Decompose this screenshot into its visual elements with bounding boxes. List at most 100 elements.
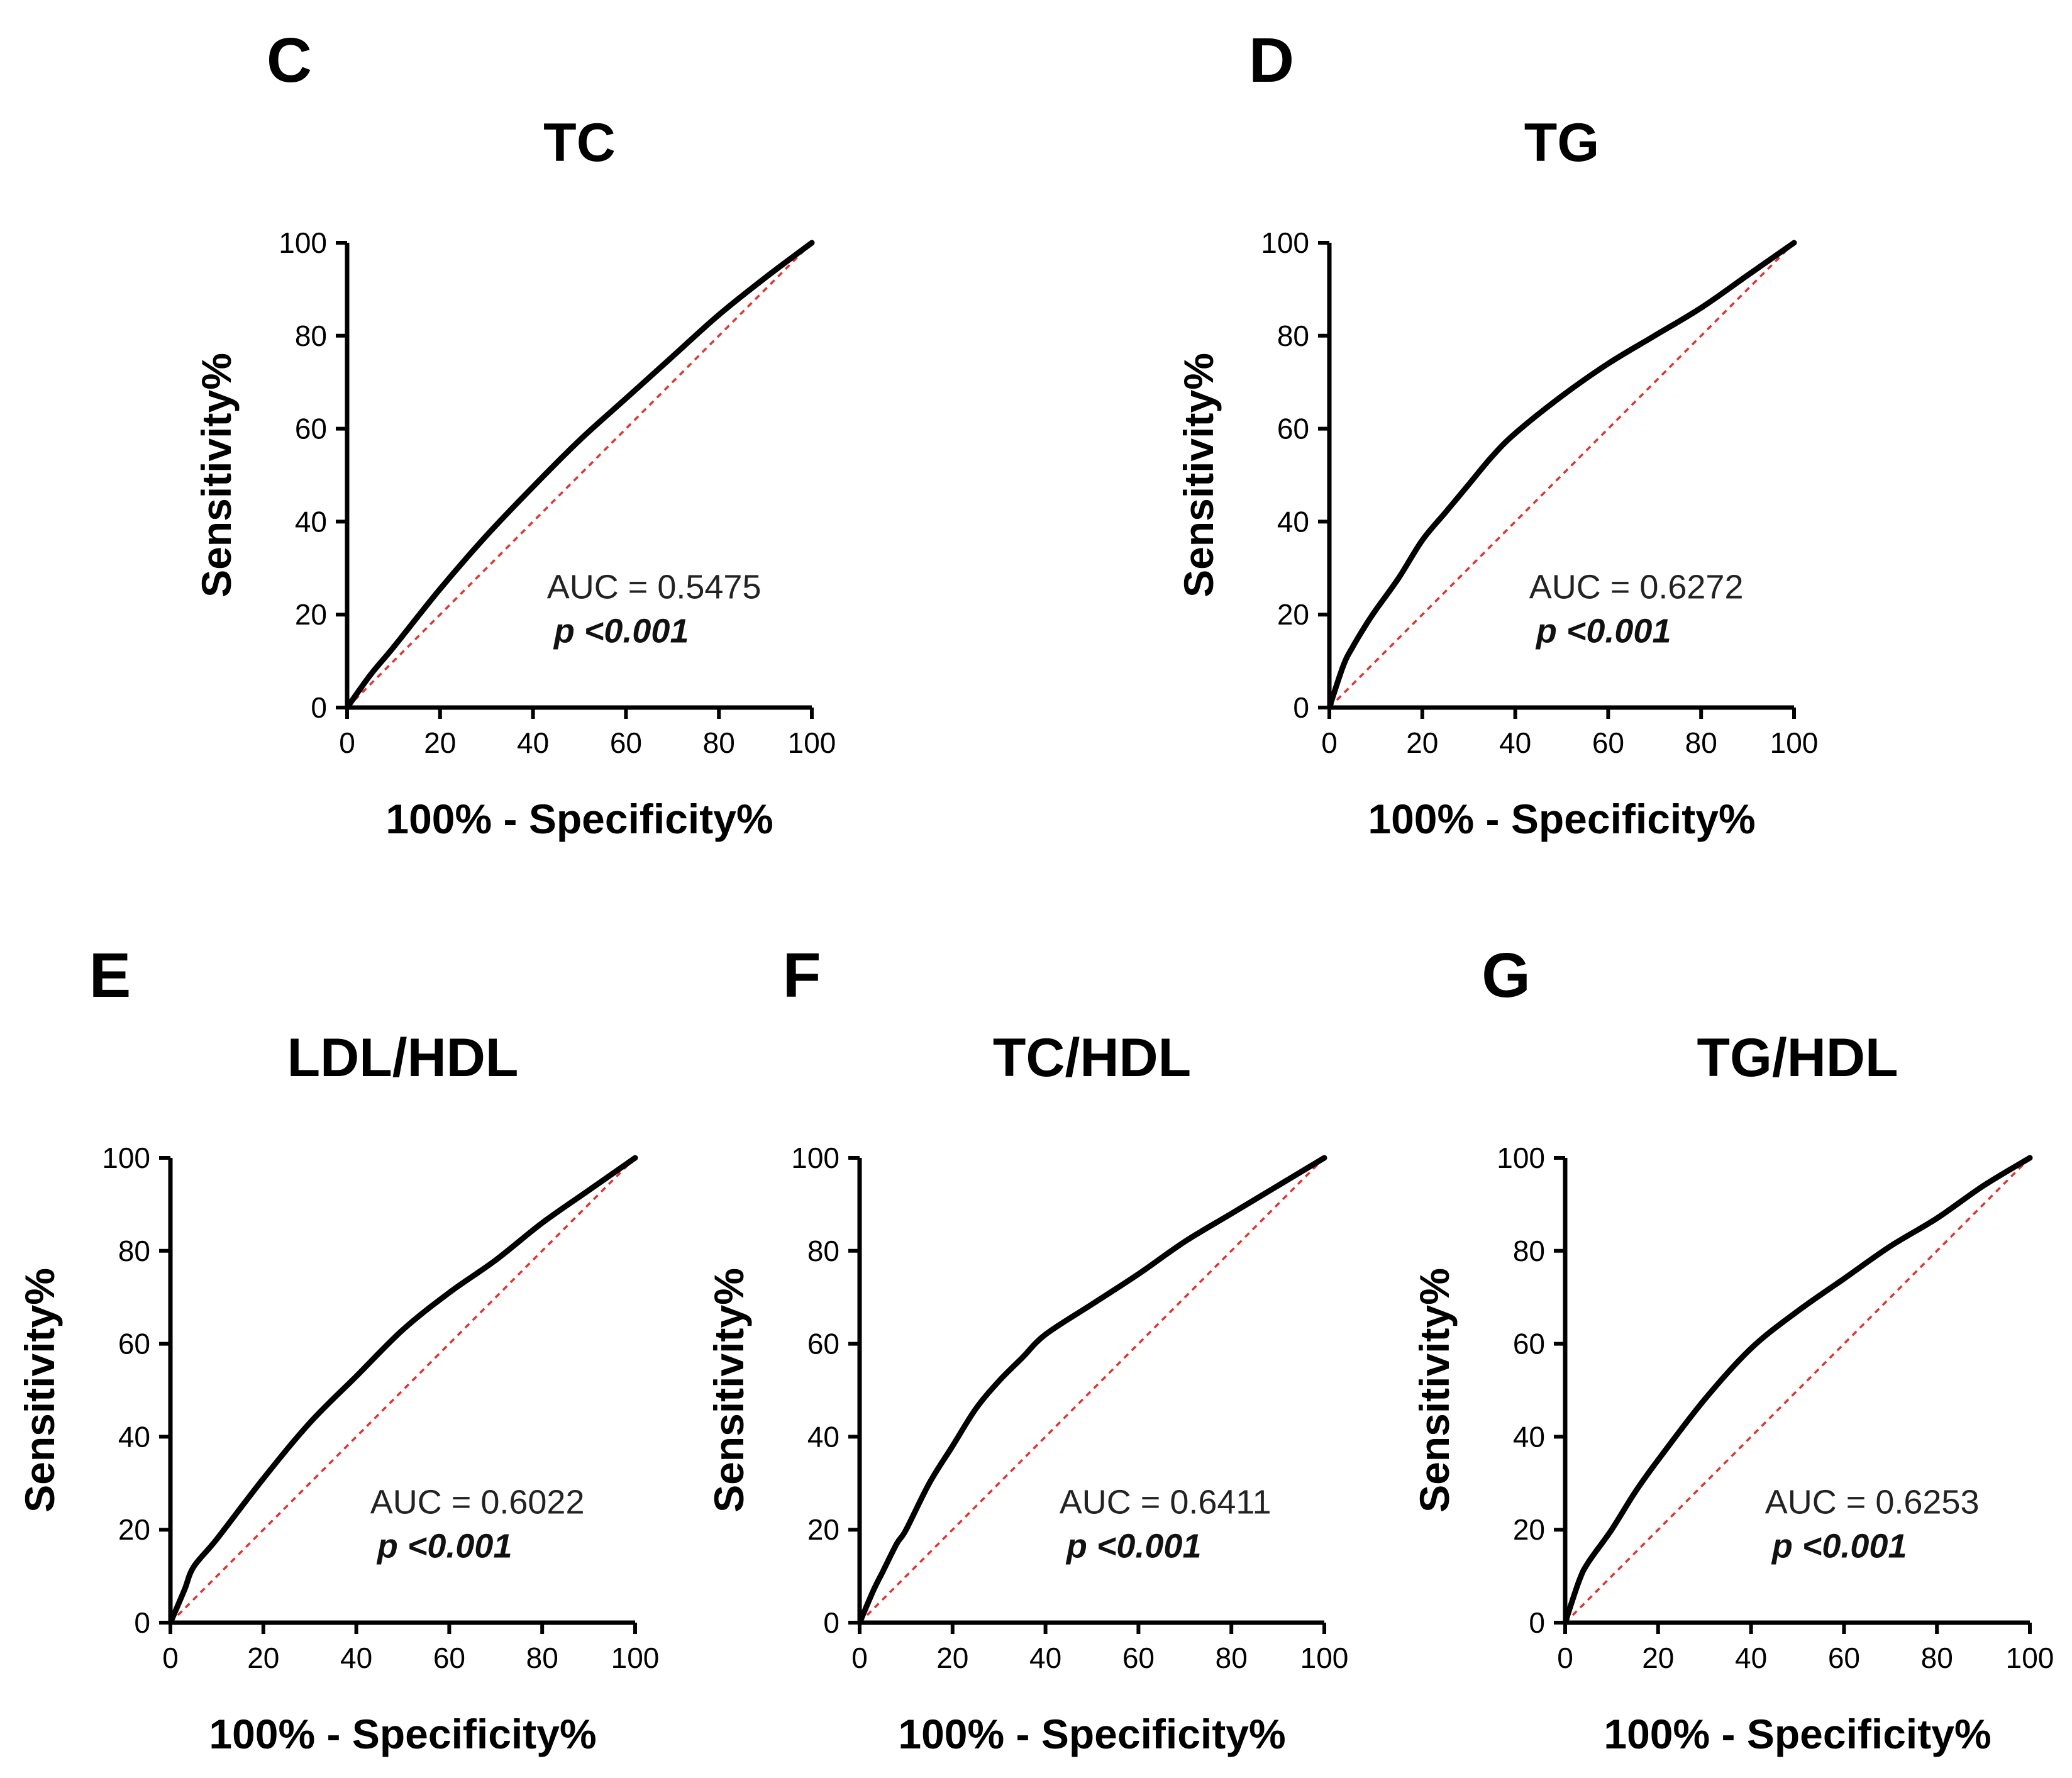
panel-letter: C bbox=[267, 25, 312, 96]
x-tick-label: 80 bbox=[1921, 1642, 1953, 1674]
x-tick-label: 60 bbox=[1122, 1642, 1155, 1674]
reference-line bbox=[1328, 242, 1795, 709]
panel-letter: G bbox=[1482, 940, 1531, 1011]
y-tick-label: 80 bbox=[118, 1235, 150, 1267]
reference-line bbox=[169, 1157, 636, 1624]
x-tick-label: 100 bbox=[2006, 1642, 2054, 1674]
y-tick-label: 80 bbox=[1513, 1235, 1545, 1267]
x-tick-label: 100 bbox=[1770, 726, 1819, 759]
y-tick-label: 80 bbox=[295, 319, 327, 352]
x-tick-label: 40 bbox=[517, 726, 549, 759]
chart-panel-d: D TG 0 20 40 60 80 100 0 20 40 60 80 100 100% - Specif… bbox=[1175, 25, 1818, 842]
x-tick-label: 0 bbox=[339, 726, 355, 759]
y-tick-label: 20 bbox=[807, 1513, 839, 1546]
y-axis-label: Sensitivity% bbox=[1411, 1268, 1458, 1513]
y-tick-label: 40 bbox=[1513, 1420, 1545, 1453]
p-value-label: p <0.001 bbox=[553, 613, 689, 650]
y-tick-label: 40 bbox=[118, 1420, 150, 1453]
x-tick-label: 60 bbox=[610, 726, 642, 759]
p-value-label: p <0.001 bbox=[1771, 1528, 1907, 1565]
x-axis-label: 100% - Specificity% bbox=[1604, 1711, 1991, 1757]
x-tick-label: 40 bbox=[1499, 726, 1531, 759]
x-tick-label: 0 bbox=[1557, 1642, 1573, 1674]
roc-curve bbox=[167, 1155, 638, 1626]
roc-curve bbox=[1326, 240, 1797, 711]
y-axis-label: Sensitivity% bbox=[16, 1268, 63, 1513]
panel-letter: E bbox=[89, 940, 131, 1011]
y-tick-label: 100 bbox=[1261, 226, 1309, 259]
roc-curve bbox=[344, 240, 815, 711]
y-tick-label: 60 bbox=[807, 1328, 839, 1360]
p-value-label: p <0.001 bbox=[1535, 613, 1671, 650]
x-tick-label: 40 bbox=[1735, 1642, 1767, 1674]
x-tick-label: 20 bbox=[936, 1642, 968, 1674]
y-tick-label: 20 bbox=[1513, 1513, 1545, 1546]
reference-line bbox=[858, 1157, 1326, 1624]
y-tick-label: 100 bbox=[102, 1142, 150, 1174]
y-tick-label: 0 bbox=[823, 1606, 839, 1639]
x-tick-label: 100 bbox=[611, 1642, 660, 1674]
x-tick-label: 60 bbox=[433, 1642, 465, 1674]
y-tick-label: 60 bbox=[1277, 413, 1309, 445]
x-tick-label: 0 bbox=[851, 1642, 868, 1674]
x-tick-label: 0 bbox=[1321, 726, 1338, 759]
x-tick-label: 40 bbox=[340, 1642, 372, 1674]
reference-line bbox=[346, 242, 813, 709]
chart-panel-e: E LDL/HDL 0 20 40 60 80 100 0 20 40 60 80 100 100% - S… bbox=[16, 940, 659, 1757]
chart-panel-f: F TC/HDL 0 20 40 60 80 100 0 20 40 60 80 100 100% - Sp… bbox=[706, 940, 1348, 1757]
x-tick-label: 100 bbox=[1300, 1642, 1349, 1674]
x-axis-label: 100% - Specificity% bbox=[385, 796, 773, 842]
reference-line bbox=[1564, 1157, 2031, 1624]
y-tick-label: 0 bbox=[1529, 1606, 1545, 1639]
chart-panel-g: G TG/HDL 0 20 40 60 80 100 0 20 40 60 80 100 100% - Sp… bbox=[1411, 940, 2054, 1757]
x-tick-label: 20 bbox=[1406, 726, 1438, 759]
roc-curve bbox=[1562, 1155, 2033, 1626]
y-tick-label: 0 bbox=[134, 1606, 150, 1639]
y-tick-label: 20 bbox=[118, 1513, 150, 1546]
y-tick-label: 0 bbox=[1293, 691, 1309, 724]
x-tick-label: 100 bbox=[788, 726, 836, 759]
chart-title: TG bbox=[1524, 113, 1599, 173]
x-tick-label: 20 bbox=[247, 1642, 279, 1674]
auc-label: AUC = 0.6253 bbox=[1765, 1483, 1980, 1521]
y-tick-label: 60 bbox=[295, 413, 327, 445]
chart-title: LDL/HDL bbox=[287, 1028, 519, 1088]
roc-curve bbox=[856, 1155, 1327, 1626]
y-tick-label: 40 bbox=[807, 1420, 839, 1453]
y-tick-label: 40 bbox=[1277, 505, 1309, 538]
x-tick-label: 60 bbox=[1828, 1642, 1860, 1674]
p-value-label: p <0.001 bbox=[1065, 1528, 1202, 1565]
x-tick-label: 80 bbox=[703, 726, 735, 759]
auc-label: AUC = 0.6022 bbox=[370, 1483, 585, 1521]
auc-label: AUC = 0.6411 bbox=[1060, 1483, 1271, 1521]
x-tick-label: 20 bbox=[424, 726, 456, 759]
y-tick-label: 80 bbox=[1277, 319, 1309, 352]
auc-label: AUC = 0.5475 bbox=[547, 568, 762, 606]
y-axis-label: Sensitivity% bbox=[1175, 353, 1222, 597]
x-axis-label: 100% - Specificity% bbox=[209, 1711, 596, 1757]
x-axis-label: 100% - Specificity% bbox=[898, 1711, 1285, 1757]
x-axis-label: 100% - Specificity% bbox=[1368, 796, 1755, 842]
panel-letter: D bbox=[1249, 25, 1294, 96]
y-tick-label: 20 bbox=[295, 598, 327, 631]
y-axis-label: Sensitivity% bbox=[706, 1268, 752, 1513]
x-tick-label: 20 bbox=[1642, 1642, 1674, 1674]
y-tick-label: 20 bbox=[1277, 598, 1309, 631]
panel-letter: F bbox=[782, 940, 821, 1011]
y-tick-label: 80 bbox=[807, 1235, 839, 1267]
chart-panel-c: C TC 0 20 40 60 80 100 0 20 40 60 80 100 100% - Specif… bbox=[193, 25, 836, 842]
y-tick-label: 60 bbox=[118, 1328, 150, 1360]
x-tick-label: 80 bbox=[1216, 1642, 1248, 1674]
y-tick-label: 0 bbox=[311, 691, 327, 724]
y-tick-label: 100 bbox=[279, 226, 327, 259]
chart-title: TG/HDL bbox=[1697, 1028, 1898, 1088]
p-value-label: p <0.001 bbox=[376, 1528, 512, 1565]
y-tick-label: 40 bbox=[295, 505, 327, 538]
y-tick-label: 100 bbox=[791, 1142, 839, 1174]
x-tick-label: 80 bbox=[1685, 726, 1717, 759]
chart-title: TC bbox=[543, 113, 616, 173]
y-axis-label: Sensitivity% bbox=[193, 353, 240, 597]
chart-title: TC/HDL bbox=[993, 1028, 1191, 1088]
x-tick-label: 0 bbox=[162, 1642, 179, 1674]
